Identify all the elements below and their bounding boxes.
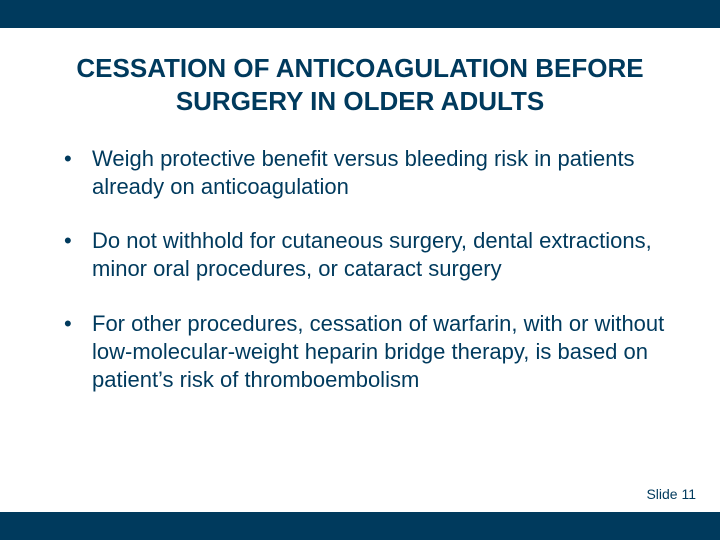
list-item: For other procedures, cessation of warfa… bbox=[64, 310, 688, 394]
list-item: Weigh protective benefit versus bleeding… bbox=[64, 145, 688, 201]
list-item: Do not withhold for cutaneous surgery, d… bbox=[64, 227, 688, 283]
bullet-list: Weigh protective benefit versus bleeding… bbox=[32, 145, 688, 394]
slide-title: CESSATION OF ANTICOAGULATION BEFORE SURG… bbox=[32, 52, 688, 117]
slide-number: Slide 11 bbox=[646, 486, 696, 502]
slide-content-area: CESSATION OF ANTICOAGULATION BEFORE SURG… bbox=[0, 28, 720, 512]
